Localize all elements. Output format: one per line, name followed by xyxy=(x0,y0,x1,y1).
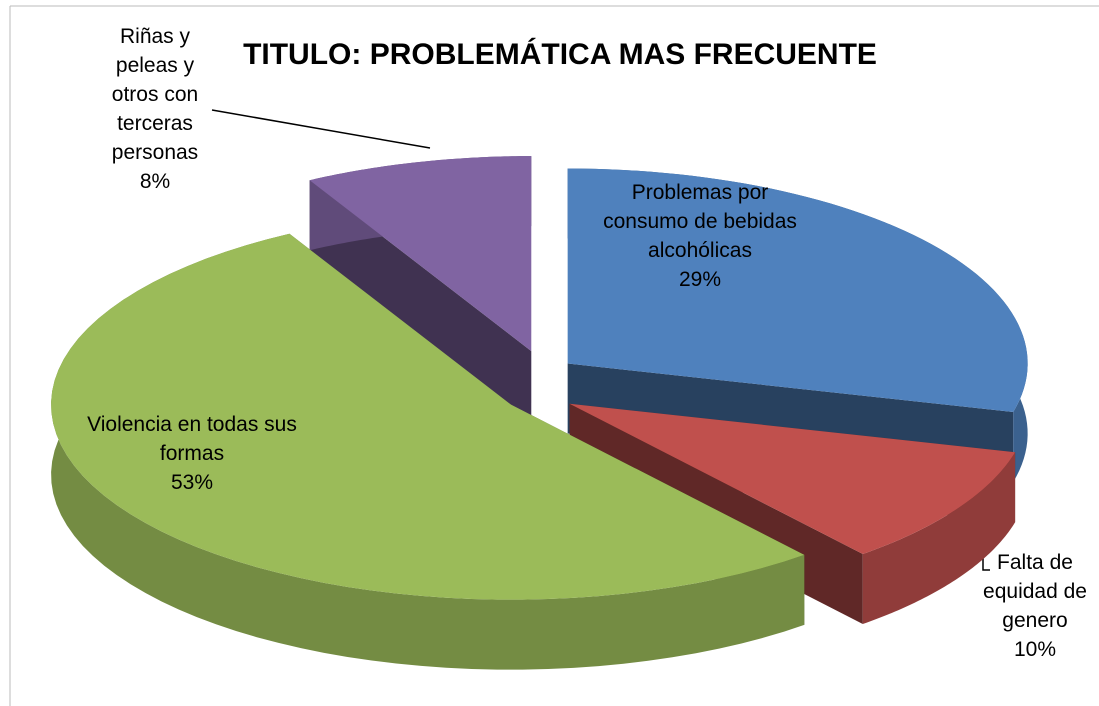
slice xyxy=(569,403,1016,555)
data-label-value: 53% xyxy=(170,471,214,494)
data-label: Problemas por consumo de bebidas alcohól… xyxy=(603,181,797,262)
data-label: Violencia en todas sus formas xyxy=(87,413,297,465)
chart-title: TITULO: PROBLEMÁTICA MAS FRECUENTE xyxy=(243,38,877,71)
data-label-value: 29% xyxy=(678,268,722,291)
data-label-value: 10% xyxy=(1013,638,1057,661)
data-label: Falta de equidad de genero xyxy=(983,551,1087,632)
leader-line xyxy=(211,109,431,149)
slice-side xyxy=(51,233,805,670)
slice-tops xyxy=(51,156,1028,600)
slice xyxy=(309,156,532,352)
slice-side xyxy=(862,452,1016,625)
slice-wall xyxy=(309,180,532,422)
data-label: Riñas y peleas y otros con terceras pers… xyxy=(111,25,199,164)
data-label-value: 8% xyxy=(139,170,171,193)
slice xyxy=(51,233,805,600)
slice xyxy=(567,168,1028,413)
